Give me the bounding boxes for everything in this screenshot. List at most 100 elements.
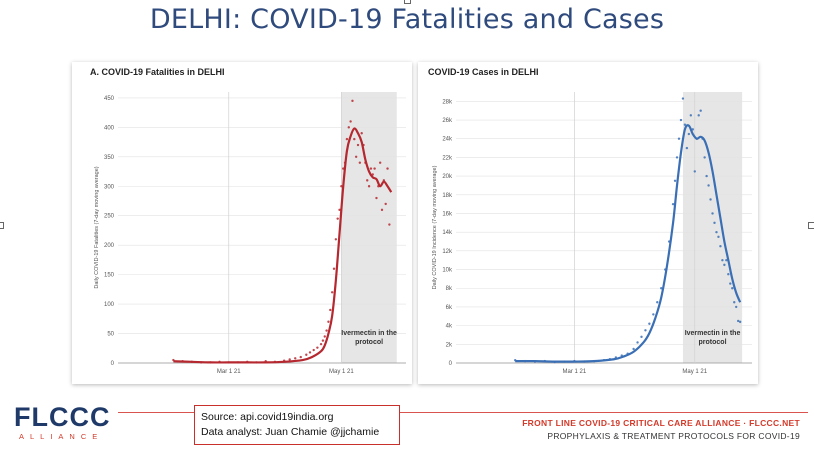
cases-data-point — [683, 123, 687, 126]
cases-y-tick-label: 16k — [442, 211, 453, 217]
fatalities-y-axis-label: Daily COVID-19 Fatalities (7-day moving … — [94, 166, 100, 288]
cases-y-tick-label: 14k — [442, 230, 453, 236]
cases-y-tick-label: 2k — [446, 342, 453, 348]
cases-y-tick-label: 0 — [449, 361, 453, 367]
fatalities-data-point — [294, 357, 297, 360]
fatalities-data-point — [347, 126, 350, 129]
cases-data-point — [705, 174, 708, 178]
fatalities-y-tick-label: 250 — [104, 214, 115, 220]
fatalities-data-point — [366, 179, 369, 182]
cases-data-point — [689, 114, 693, 117]
fatalities-data-point — [332, 267, 336, 270]
source-box: Source: api.covid19india.org Data analys… — [194, 405, 400, 445]
source-line: Source: api.covid19india.org — [201, 411, 334, 423]
cases-shaded-region — [682, 92, 743, 363]
cases-data-point — [681, 97, 685, 100]
fatalities-data-point — [329, 308, 332, 312]
fatalities-plot-area: 0 50 100 150 200 250 300 350 400 450 Mar 1 21 May 1… — [94, 92, 406, 375]
fatalities-x-tick-label: May 1 21 — [329, 369, 354, 375]
cases-data-point — [729, 282, 732, 285]
fatalities-data-point — [334, 238, 338, 241]
fatalities-y-tick-label: 50 — [107, 332, 114, 338]
fatalities-data-point — [345, 137, 349, 141]
fatalities-data-point — [312, 348, 315, 352]
flccc-logo: FLCCC ALLIANCE — [14, 404, 116, 446]
org-name: FRONT LINE COVID-19 CRITICAL CARE ALLIAN… — [522, 418, 800, 428]
footer-divider — [118, 412, 808, 413]
org-tagline: PROPHYLAXIS & TREATMENT PROTOCOLS FOR CO… — [547, 431, 800, 441]
cases-data-point — [699, 109, 702, 112]
cases-data-point — [717, 235, 720, 239]
cases-x-tick-label: May 1 21 — [682, 369, 707, 375]
analyst-line: Data analyst: Juan Chamie @jjchamie — [201, 426, 380, 438]
cases-data-point — [677, 137, 681, 140]
fatalities-data-point — [354, 155, 358, 159]
cases-y-tick-label: 10k — [442, 268, 453, 274]
cases-data-point — [703, 156, 706, 159]
cases-data-point — [707, 184, 710, 187]
cases-moving-average-line — [515, 124, 742, 363]
cases-y-tick-label: 4k — [446, 324, 453, 330]
cases-plot-area: 0 2k 4k 6k 8k 10k 12k 14k 16k 18k 20k 22k 24k 26k 28k M… — [432, 92, 752, 375]
fatalities-data-point — [375, 196, 378, 200]
cases-data-point — [736, 319, 740, 323]
cases-data-point — [731, 287, 734, 290]
cases-chart: COVID-19 Cases in DELHI 0 2k 4k 6k 8k 10k 12k 1… — [428, 67, 752, 375]
cases-data-point — [721, 259, 724, 262]
cases-data-point — [733, 301, 736, 304]
cases-chart-panel[interactable]: COVID-19 Cases in DELHI 0 2k 4k 6k 8k 10k 12k 1… — [418, 62, 758, 384]
cases-data-point — [685, 146, 689, 150]
cases-y-tick-label: 8k — [446, 286, 453, 292]
cases-y-tick-label: 22k — [442, 155, 453, 161]
cases-data-point — [738, 320, 742, 324]
fatalities-y-tick-label: 100 — [104, 302, 115, 308]
fatalities-data-point — [353, 137, 356, 141]
fatalities-data-point — [330, 291, 334, 294]
cases-chart-title: COVID-19 Cases in DELHI — [428, 67, 539, 77]
cases-x-tick-label: Mar 1 21 — [563, 369, 587, 375]
cases-data-point — [693, 170, 696, 173]
fatalities-data-point — [321, 339, 325, 342]
cases-data-point — [632, 347, 635, 351]
fatalities-data-point — [384, 202, 387, 206]
fatalities-data-point — [288, 358, 291, 361]
fatalities-data-point — [351, 99, 354, 103]
cases-annotation-line1: Ivermectin in the — [685, 330, 741, 337]
fatalities-y-tick-label: 450 — [104, 96, 115, 102]
fatalities-chart-panel[interactable]: A. COVID-19 Fatalities in DELHI 0 50 100 15… — [72, 62, 412, 384]
fatalities-data-point — [316, 346, 319, 349]
selection-handle[interactable] — [0, 222, 4, 229]
fatalities-annotation-line1: Ivermectin in the — [341, 330, 397, 337]
fatalities-chart: A. COVID-19 Fatalities in DELHI 0 50 100 15… — [90, 67, 406, 375]
cases-data-point — [636, 341, 639, 344]
fatalities-data-point — [299, 355, 302, 359]
fatalities-data-point — [367, 185, 371, 188]
cases-data-point — [640, 335, 643, 339]
fatalities-data-point — [323, 335, 326, 338]
fatalities-data-point — [369, 167, 373, 170]
fatalities-data-point — [373, 167, 376, 170]
fatalities-data-point — [338, 208, 341, 212]
cases-data-point — [675, 156, 679, 159]
cases-data-point — [711, 212, 714, 215]
cases-data-point — [723, 263, 726, 267]
cases-y-tick-label: 20k — [442, 174, 453, 180]
cases-data-point — [660, 287, 663, 290]
fatalities-data-point — [378, 161, 382, 164]
slide-title: DELHI: COVID-19 Fatalities and Cases — [149, 4, 665, 35]
selection-handle[interactable] — [404, 0, 411, 4]
logo-subtext: ALLIANCE — [19, 432, 104, 441]
cases-data-point — [679, 118, 683, 122]
cases-data-point — [671, 202, 675, 206]
fatalities-data-point — [358, 161, 362, 164]
fatalities-data-point — [388, 223, 391, 226]
cases-y-axis-label: Daily COVID-19 Incidence (7-day moving a… — [432, 165, 438, 289]
fatalities-data-point — [360, 132, 363, 135]
fatalities-chart-title: A. COVID-19 Fatalities in DELHI — [90, 67, 225, 77]
cases-y-tick-label: 6k — [446, 305, 453, 311]
selection-handle[interactable] — [808, 222, 814, 229]
cases-y-tick-label: 24k — [442, 137, 453, 143]
fatalities-y-tick-label: 200 — [104, 243, 115, 249]
fatalities-data-point — [336, 217, 339, 220]
fatalities-annotation-line2: protocol — [355, 339, 383, 346]
